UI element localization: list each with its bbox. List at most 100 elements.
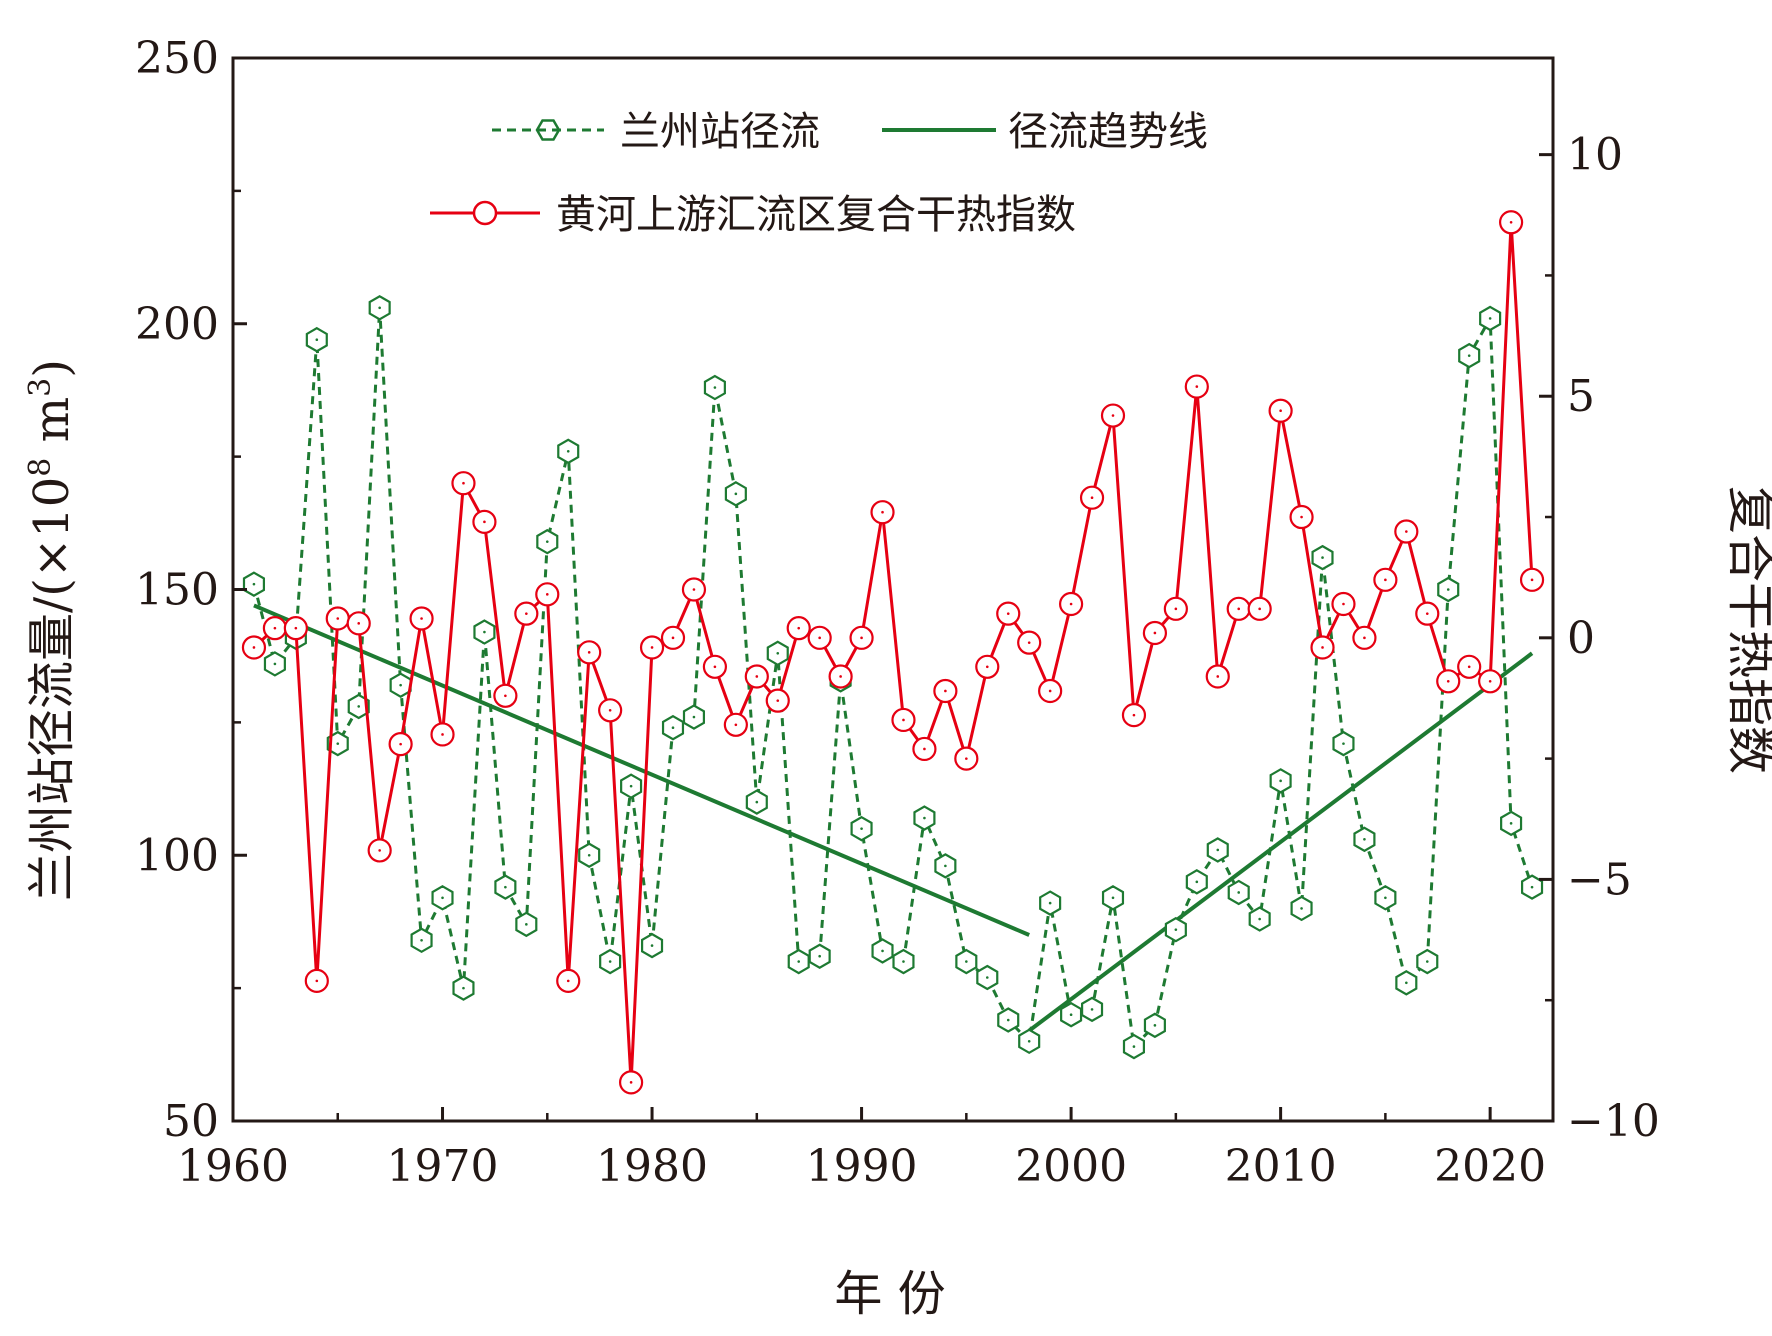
index-point-center — [985, 665, 989, 669]
index-point-center — [923, 747, 926, 751]
index-point-center — [1363, 636, 1366, 640]
runoff-point-center — [525, 923, 528, 926]
x-tick-label: 1990 — [806, 1141, 918, 1192]
runoff-point-center — [545, 540, 549, 543]
y-right-tick-label: 10 — [1567, 130, 1623, 181]
index-point-center — [294, 626, 298, 630]
index-point-center — [1048, 689, 1052, 693]
x-tick-label: 1980 — [596, 1141, 708, 1192]
y-left-tick-label: 50 — [163, 1096, 219, 1147]
y-left-tick-label: 150 — [135, 565, 219, 616]
runoff-point-center — [315, 338, 319, 341]
runoff-point-center — [378, 306, 381, 310]
runoff-point-center — [1530, 885, 1534, 889]
index-point-center — [734, 723, 738, 727]
runoff-point-center — [965, 960, 968, 963]
index-point-center — [671, 636, 675, 640]
index-point-center — [315, 979, 319, 983]
x-tick-label: 1960 — [177, 1141, 289, 1192]
legend-entry-runoff: 兰州站径流 — [492, 109, 820, 155]
legend-index-circle — [472, 200, 498, 226]
y-axis-right-title: 复合干热指数 — [1722, 486, 1772, 774]
index-point-center — [504, 694, 507, 698]
legend-runoff-hexagon — [535, 119, 561, 141]
index-point-center — [273, 626, 277, 630]
index-point-center — [1425, 612, 1429, 615]
runoff-point-center — [462, 986, 465, 990]
index-point-center — [1111, 414, 1115, 417]
index-point-center — [1069, 602, 1073, 606]
index-point-center — [1006, 612, 1010, 615]
runoff-point-center — [1132, 1045, 1136, 1048]
runoff-point-center — [860, 827, 863, 830]
index-point-center — [818, 636, 821, 640]
index-point-center — [357, 622, 361, 625]
legend-entry-index: 黄河上游汇流区复合干热指数 — [430, 192, 1076, 238]
runoff-point-center — [420, 938, 423, 942]
runoff-point-center — [1111, 896, 1115, 900]
index-point-center — [755, 675, 759, 678]
runoff-point-center — [1090, 1008, 1094, 1011]
index-point-center — [1258, 607, 1261, 611]
index-point-center — [776, 699, 780, 702]
index-point-center — [1446, 680, 1450, 683]
index-point-center — [1384, 578, 1387, 582]
index-point-center — [1195, 385, 1199, 388]
index-point-center — [483, 520, 486, 524]
index-point-center — [965, 757, 968, 760]
runoff-point-center — [1048, 901, 1052, 905]
runoff-point-center — [336, 742, 340, 745]
runoff-point-center — [1153, 1024, 1157, 1027]
runoff-point-center — [399, 683, 402, 687]
runoff-point-center — [1446, 588, 1450, 591]
x-tick-label: 2020 — [1434, 1141, 1546, 1192]
runoff-point-center — [692, 715, 696, 719]
y-right-tick-label: −10 — [1567, 1096, 1660, 1147]
runoff-point-center — [1195, 880, 1199, 884]
index-point-center — [441, 733, 444, 736]
index-point-center — [420, 617, 423, 620]
index-point-center — [1153, 631, 1157, 635]
index-point-center — [1300, 515, 1303, 519]
axes: 1960 1970 1980 1990 2000 2010 2020501001502002… — [135, 33, 1660, 1192]
runoff-point-center — [902, 960, 905, 963]
runoff-point-center — [504, 885, 507, 889]
index-point-center — [692, 588, 696, 591]
x-axis-title: 年 份 — [834, 1266, 945, 1322]
index-point-center — [1405, 530, 1408, 533]
runoff-point-center — [1069, 1013, 1073, 1016]
runoff-point-center — [944, 864, 947, 868]
index-point-center — [713, 665, 717, 669]
index-point-center — [545, 593, 549, 596]
runoff-point-center — [587, 853, 591, 857]
index-point-center — [1530, 578, 1534, 582]
runoff-point-center — [1425, 960, 1429, 963]
runoff-point-center — [1216, 848, 1220, 852]
index-point-center — [399, 742, 402, 746]
index-point-center — [566, 979, 570, 983]
index-point-center — [839, 675, 842, 678]
y-left-tick-label: 250 — [135, 33, 219, 84]
x-tick-label: 1970 — [387, 1141, 499, 1192]
runoff-point-center — [671, 726, 675, 729]
y-left-tick-label: 100 — [135, 830, 219, 881]
index-point-center — [902, 718, 905, 722]
runoff-point-center — [1174, 928, 1178, 931]
runoff-point-center — [483, 630, 486, 634]
index-point-center — [1132, 713, 1136, 717]
index-point-center — [608, 708, 612, 712]
runoff-point-center — [1342, 742, 1345, 745]
x-tick-label: 2000 — [1015, 1141, 1127, 1192]
trend-segment-1 — [253, 603, 1030, 937]
trend-segment-2 — [1027, 651, 1534, 1033]
legend-index-label: 黄河上游汇流区复合干热指数 — [556, 192, 1076, 238]
runoff-point-center — [734, 492, 738, 496]
y-left-tick-label: 200 — [135, 299, 219, 350]
y-right-tick-label: 0 — [1567, 613, 1595, 664]
index-point-center — [1237, 607, 1241, 611]
x-tick-label: 2010 — [1225, 1141, 1337, 1192]
index-point-center — [1090, 496, 1094, 499]
runoff-point-center — [1279, 779, 1282, 783]
runoff-point-center — [650, 944, 654, 947]
